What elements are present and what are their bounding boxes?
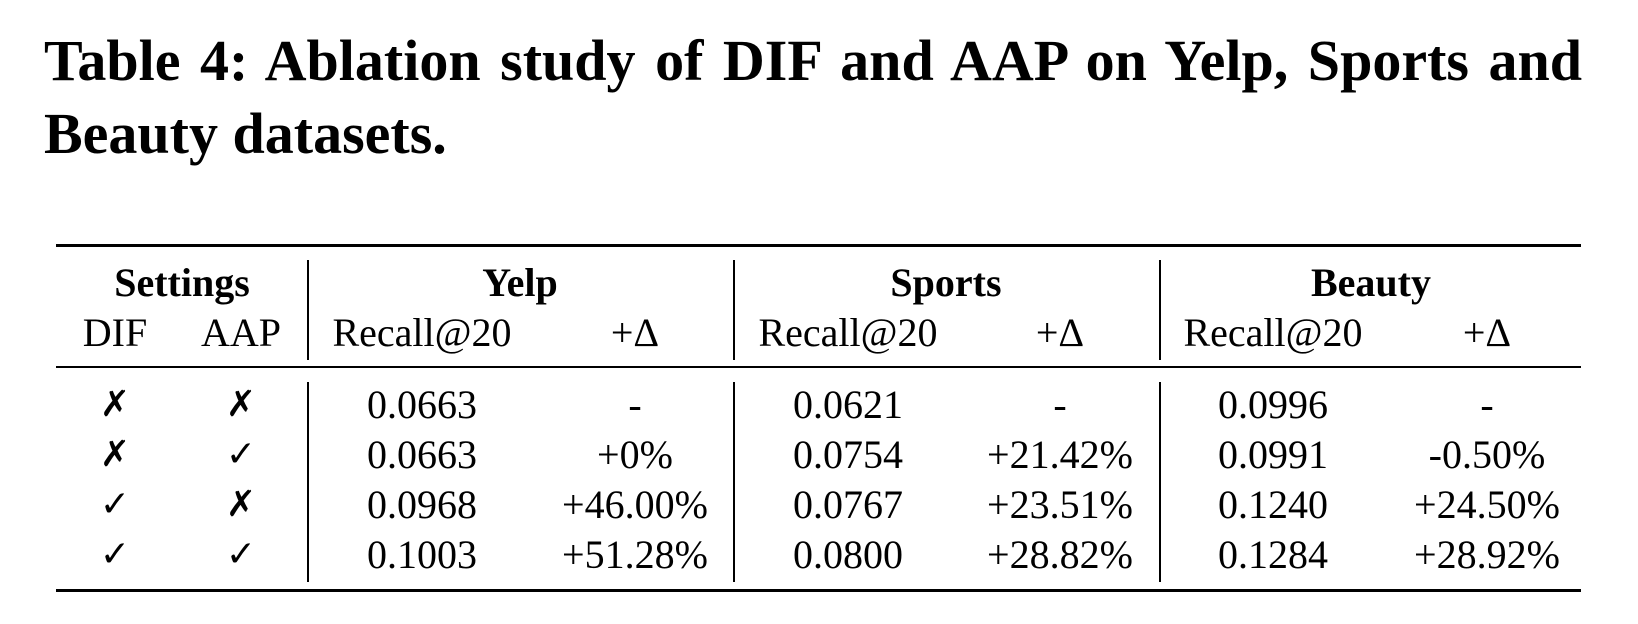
cell-aap-mark: ✓ [225, 534, 257, 575]
cell-beauty-delta: - [1480, 382, 1494, 427]
header-yelp: Yelp [482, 260, 558, 305]
cell-yelp-recall: 0.1003 [367, 532, 477, 577]
cell-dif-mark: ✗ [99, 384, 131, 425]
cell-yelp-delta: +0% [597, 432, 673, 477]
cell-yelp-delta: +51.28% [562, 532, 708, 577]
cell-sports-recall: 0.0754 [793, 432, 903, 477]
cell-beauty-delta: +24.50% [1414, 482, 1560, 527]
cell-sports-delta: +23.51% [987, 482, 1133, 527]
subheader-beauty-recall: Recall@20 [1183, 310, 1363, 355]
subheader-dif: DIF [82, 310, 148, 355]
cell-yelp-recall: 0.0663 [367, 382, 477, 427]
cell-sports-recall: 0.0800 [793, 532, 903, 577]
column-divider [733, 260, 735, 360]
cell-beauty-recall: 0.0991 [1218, 432, 1328, 477]
cell-beauty-recall: 0.0996 [1218, 382, 1328, 427]
table-caption: Table 4: Ablation study of DIF and AAP o… [44, 28, 1582, 166]
column-divider [733, 382, 735, 582]
cell-sports-delta: - [1053, 382, 1067, 427]
column-divider [307, 382, 309, 582]
header-sports: Sports [890, 260, 1002, 305]
cell-yelp-delta: - [628, 382, 642, 427]
header-settings: Settings [114, 260, 250, 305]
subheader-sports-recall: Recall@20 [758, 310, 938, 355]
cell-yelp-delta: +46.00% [562, 482, 708, 527]
column-divider [307, 260, 309, 360]
table-bottom-rule [56, 589, 1581, 592]
cell-sports-recall: 0.0621 [793, 382, 903, 427]
cell-aap-mark: ✓ [225, 434, 257, 475]
cell-yelp-recall: 0.0968 [367, 482, 477, 527]
cell-sports-delta: +28.82% [987, 532, 1133, 577]
cell-aap-mark: ✗ [225, 384, 257, 425]
cell-beauty-delta: +28.92% [1414, 532, 1560, 577]
table-top-rule [56, 244, 1581, 247]
header-beauty: Beauty [1311, 260, 1431, 305]
cell-sports-recall: 0.0767 [793, 482, 903, 527]
column-divider [1159, 260, 1161, 360]
table-header-rule [56, 366, 1581, 368]
subheader-yelp-delta: +Δ [610, 310, 660, 355]
cell-beauty-recall: 0.1240 [1218, 482, 1328, 527]
column-divider [1159, 382, 1161, 582]
cell-aap-mark: ✗ [225, 484, 257, 525]
subheader-sports-delta: +Δ [1035, 310, 1085, 355]
subheader-beauty-delta: +Δ [1462, 310, 1512, 355]
cell-yelp-recall: 0.0663 [367, 432, 477, 477]
subheader-yelp-recall: Recall@20 [332, 310, 512, 355]
subheader-aap: AAP [200, 310, 282, 355]
cell-dif-mark: ✗ [99, 434, 131, 475]
cell-beauty-delta: -0.50% [1428, 432, 1546, 477]
cell-beauty-recall: 0.1284 [1218, 532, 1328, 577]
cell-dif-mark: ✓ [99, 534, 131, 575]
cell-sports-delta: +21.42% [987, 432, 1133, 477]
cell-dif-mark: ✓ [99, 484, 131, 525]
